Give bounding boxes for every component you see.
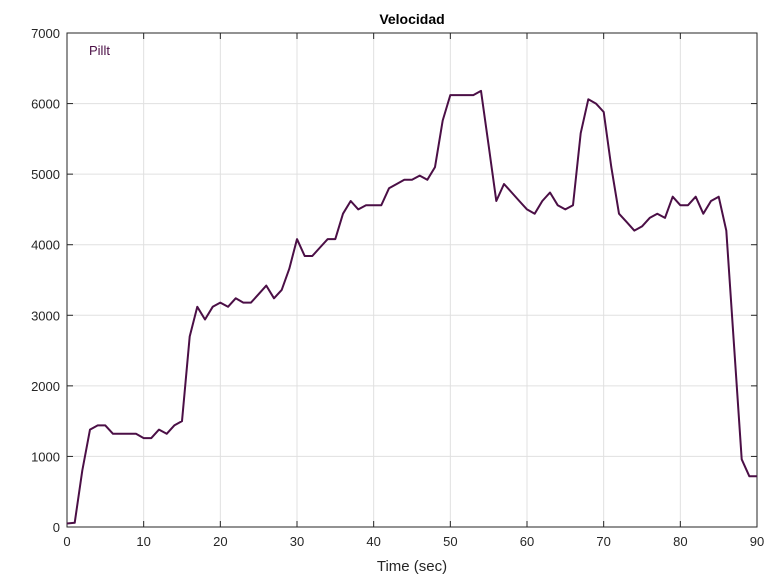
- x-tick-label: 80: [673, 534, 687, 549]
- y-tick-label: 3000: [31, 308, 60, 323]
- x-tick-label: 90: [750, 534, 764, 549]
- y-tick-label: 4000: [31, 238, 60, 253]
- x-tick-label: 0: [63, 534, 70, 549]
- x-tick-label: 60: [520, 534, 534, 549]
- x-tick-label: 30: [290, 534, 304, 549]
- grid-lines: [67, 33, 757, 527]
- y-tick-label: 2000: [31, 379, 60, 394]
- legend-entry-pillt: Pillt: [89, 43, 110, 58]
- axis-ticks: 0 10 20 30 40 50 60 70 80 90 0 1000 2000 3000 4000 5000…: [31, 26, 764, 549]
- y-tick-label: 1000: [31, 449, 60, 464]
- plot-area-border: [66, 32, 758, 528]
- x-tick-label: 40: [366, 534, 380, 549]
- chart-title: Velocidad: [379, 11, 444, 27]
- x-tick-label: 20: [213, 534, 227, 549]
- y-tick-label: 6000: [31, 97, 60, 112]
- x-tick-label: 70: [596, 534, 610, 549]
- x-tick-label: 50: [443, 534, 457, 549]
- y-tick-label: 5000: [31, 167, 60, 182]
- x-axis-label: Time (sec): [377, 558, 447, 575]
- series-layer: [66, 89, 757, 525]
- y-tick-label: 7000: [31, 26, 60, 41]
- series-line-pillt: [66, 89, 757, 525]
- y-tick-label: 0: [53, 520, 60, 535]
- x-tick-label: 10: [136, 534, 150, 549]
